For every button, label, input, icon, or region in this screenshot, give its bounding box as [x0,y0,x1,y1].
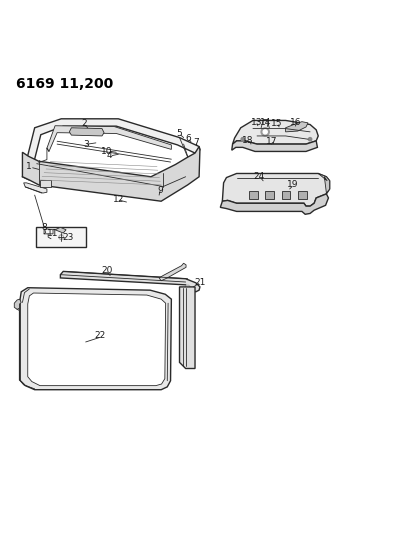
Text: 24: 24 [253,172,265,181]
Text: 18: 18 [242,136,254,146]
Circle shape [308,138,312,141]
Text: 11: 11 [47,229,59,238]
Text: 4: 4 [106,151,112,160]
Polygon shape [265,191,274,199]
Polygon shape [180,287,195,368]
Text: 6: 6 [186,134,191,143]
Text: 13: 13 [251,118,262,126]
Text: 21: 21 [194,278,206,287]
Polygon shape [47,126,171,151]
Polygon shape [298,191,307,199]
Text: 7: 7 [193,138,199,147]
Polygon shape [14,299,21,309]
Circle shape [186,287,189,289]
Text: 5: 5 [176,129,182,138]
Polygon shape [60,271,200,292]
Text: 12: 12 [113,195,124,204]
Text: 3: 3 [83,140,89,149]
Circle shape [263,130,267,134]
Polygon shape [249,191,258,199]
Polygon shape [55,228,66,233]
Text: 16: 16 [290,118,302,126]
Text: 8: 8 [41,223,47,232]
Polygon shape [22,147,200,201]
Circle shape [261,128,269,136]
Text: 9: 9 [157,185,163,195]
Text: 23: 23 [63,233,74,243]
Polygon shape [282,191,290,199]
Polygon shape [286,122,308,132]
Polygon shape [40,180,51,187]
Text: 14: 14 [260,118,272,126]
Polygon shape [24,183,47,193]
Text: 1: 1 [26,161,31,171]
Circle shape [60,236,62,238]
Text: 6169 11,200: 6169 11,200 [16,77,113,91]
Text: 20: 20 [101,266,113,275]
Polygon shape [159,263,186,281]
Polygon shape [232,141,317,151]
Text: 17: 17 [266,137,277,146]
Polygon shape [222,173,330,206]
Circle shape [59,235,64,239]
Polygon shape [36,227,86,247]
Polygon shape [233,120,318,144]
Polygon shape [20,288,171,390]
Polygon shape [220,194,328,214]
Circle shape [185,285,190,290]
Text: 10: 10 [101,147,113,156]
Polygon shape [28,293,166,386]
Circle shape [241,138,244,141]
Text: 22: 22 [94,332,105,341]
Text: 15: 15 [271,119,282,128]
Text: 19: 19 [287,180,299,189]
Text: 2: 2 [82,119,87,128]
Polygon shape [16,301,20,311]
Polygon shape [318,173,330,193]
Polygon shape [69,128,104,136]
Polygon shape [22,119,200,180]
